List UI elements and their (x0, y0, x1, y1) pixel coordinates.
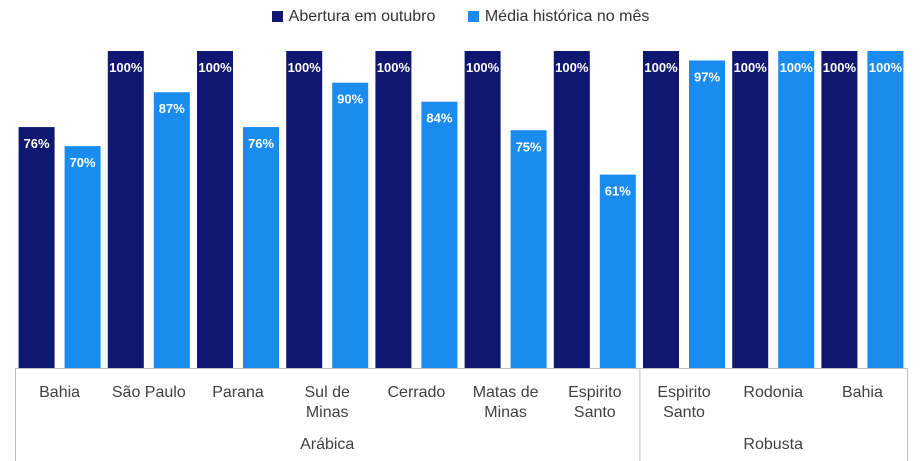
data-label-s1-c2: 76% (248, 136, 274, 151)
bar-s0-c1 (107, 51, 144, 368)
x-tick-label-3: Sul de Minas (305, 384, 350, 421)
bar-s0-c0 (18, 127, 55, 368)
data-label-s1-c3: 90% (337, 92, 363, 107)
data-label-s1-c6: 61% (605, 184, 631, 199)
data-label-s0-c4: 100% (377, 60, 411, 75)
bar-s1-c7 (689, 60, 725, 368)
group-label-1: Robusta (743, 436, 803, 453)
legend-item-media: Média histórica no mês (467, 8, 650, 27)
bar-s1-c4 (421, 101, 458, 368)
bar-s0-c9 (821, 51, 858, 368)
x-tick-label-8: Rodonia (743, 384, 803, 401)
x-tick-label-7: Espirito Santo (657, 384, 710, 421)
data-label-s1-c9: 100% (869, 60, 903, 75)
data-label-s0-c8: 100% (734, 60, 768, 75)
bar-s1-c6 (599, 174, 636, 368)
bar-s0-c8 (732, 51, 769, 368)
data-label-s1-c8: 100% (780, 60, 814, 75)
bar-s1-c1 (153, 92, 190, 369)
x-tick-label-9: Bahia (842, 384, 883, 401)
x-tick-label-4: Cerrado (387, 384, 445, 401)
bar-s1-c8 (778, 51, 815, 368)
data-label-s0-c5: 100% (466, 60, 500, 75)
legend-label-abertura: Abertura em outubro (288, 8, 436, 25)
data-label-s0-c9: 100% (823, 60, 857, 75)
bar-s1-c2 (243, 127, 279, 368)
data-label-s0-c7: 100% (644, 60, 678, 75)
x-tick-label-2: Parana (212, 384, 264, 401)
data-label-s0-c0: 76% (24, 136, 50, 151)
legend-swatch-media (467, 11, 479, 22)
data-label-s1-c0: 70% (70, 155, 96, 170)
bar-s1-c3 (332, 82, 369, 368)
data-label-s0-c3: 100% (288, 60, 322, 75)
data-label-s0-c2: 100% (198, 60, 232, 75)
legend: Abertura em outubro Média histórica no m… (0, 8, 921, 27)
legend-item-abertura: Abertura em outubro (271, 8, 436, 27)
group-label-0: Arábica (300, 436, 354, 453)
data-label-s1-c1: 87% (159, 101, 185, 116)
x-tick-label-1: São Paulo (112, 384, 186, 401)
data-label-s0-c1: 100% (109, 60, 143, 75)
data-label-s1-c4: 84% (426, 111, 452, 126)
x-tick-label-6: Espirito Santo (568, 384, 621, 421)
bar-s0-c4 (375, 51, 412, 368)
legend-swatch-abertura (271, 11, 283, 22)
x-tick-label-0: Bahia (39, 384, 80, 401)
bar-s1-c0 (64, 146, 101, 368)
bar-s0-c2 (197, 51, 233, 368)
bar-s0-c5 (464, 51, 501, 368)
data-label-s0-c6: 100% (555, 60, 589, 75)
data-label-s1-c5: 75% (516, 139, 542, 154)
legend-label-media: Média histórica no mês (484, 8, 650, 25)
bar-s1-c9 (867, 51, 904, 368)
data-label-s1-c7: 97% (694, 70, 720, 85)
bar-s1-c5 (510, 130, 547, 368)
bar-s0-c7 (643, 51, 679, 368)
bar-s0-c6 (553, 51, 590, 368)
x-tick-label-5: Matas de Minas (473, 384, 539, 421)
bar-s0-c3 (286, 51, 323, 368)
